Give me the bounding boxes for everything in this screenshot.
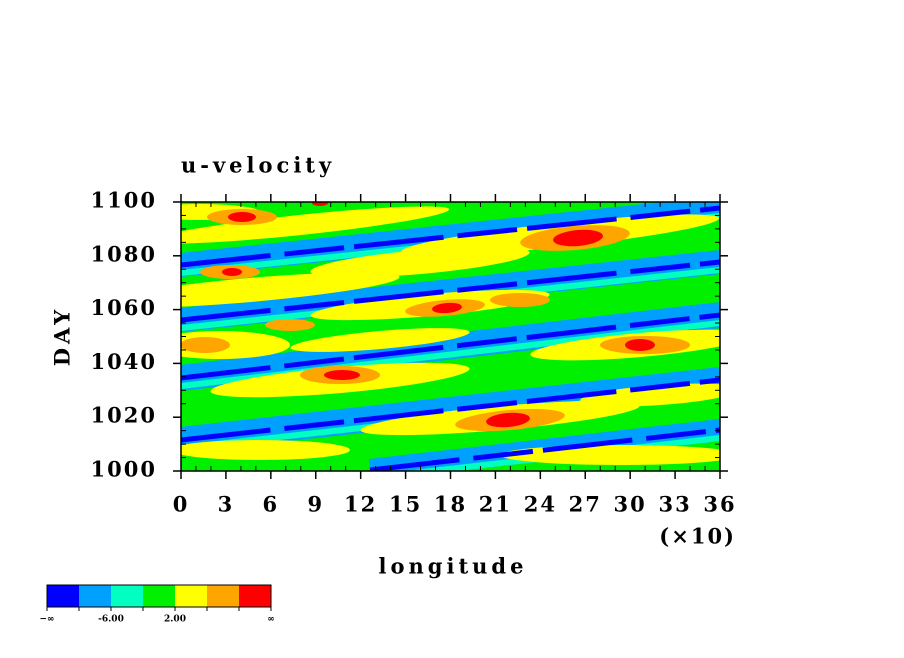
field-streak — [181, 312, 720, 381]
x-tick-label: 6 — [263, 492, 280, 517]
field-blob — [222, 268, 242, 276]
x-tick-label: 15 — [389, 492, 422, 517]
colorbar-swatch — [239, 585, 271, 607]
x-tick-label: 27 — [569, 492, 602, 517]
y-tick-label: 1000 — [91, 457, 157, 482]
field-blob — [310, 246, 530, 278]
x-tick-label: 18 — [434, 492, 467, 517]
x-tick-label: 24 — [524, 492, 557, 517]
x-axis-label: longitude — [379, 554, 528, 579]
y-axis-label: DAY — [50, 306, 75, 366]
x-tick-label: 3 — [218, 492, 235, 517]
field-blob — [312, 202, 328, 206]
field-blob — [432, 302, 462, 314]
colorbar-swatch — [207, 585, 239, 607]
field-blob — [228, 212, 256, 222]
y-tick-label: 1020 — [91, 403, 157, 428]
field-blob — [490, 293, 550, 307]
chart-title: u-velocity — [181, 153, 335, 178]
field-blob — [580, 383, 720, 407]
field-blob — [181, 337, 230, 353]
colorbar-swatch — [143, 585, 175, 607]
y-tick-label: 1060 — [91, 295, 157, 320]
colorbar-label: 2.00 — [164, 615, 186, 625]
colorbar-frame — [46, 584, 272, 608]
x-tick-label: 30 — [614, 492, 647, 517]
field-blob — [181, 206, 450, 244]
colorbar-swatch — [175, 585, 207, 607]
y-tick-label: 1100 — [91, 188, 157, 213]
field-blob — [324, 370, 360, 380]
field-band — [181, 250, 720, 332]
field-blob — [181, 272, 400, 308]
contour-field — [181, 202, 720, 471]
colorbar-swatch — [79, 585, 111, 607]
colorbar-label: ∞ — [267, 615, 275, 625]
field-streak — [369, 427, 720, 471]
field-blob — [486, 412, 530, 428]
colorbar-label: -6.00 — [98, 615, 124, 625]
field-blob — [500, 445, 720, 465]
field-blob — [181, 440, 350, 460]
field-blob — [290, 328, 470, 352]
x-tick-label: 0 — [173, 492, 190, 517]
colorbar-swatch — [47, 585, 79, 607]
x-tick-label: 33 — [658, 492, 691, 517]
colorbar-swatch — [111, 585, 143, 607]
field-blob — [265, 319, 315, 331]
x-tick-label: 9 — [307, 492, 324, 517]
y-tick-label: 1080 — [91, 241, 157, 266]
field-blob — [553, 229, 603, 247]
x-multiplier: (×10) — [659, 524, 736, 549]
y-tick-label: 1040 — [91, 349, 157, 374]
x-tick-label: 36 — [703, 492, 736, 517]
colorbar-label: −∞ — [39, 615, 54, 625]
x-tick-label: 12 — [344, 492, 377, 517]
x-tick-label: 21 — [479, 492, 512, 517]
field-blob — [625, 339, 655, 351]
